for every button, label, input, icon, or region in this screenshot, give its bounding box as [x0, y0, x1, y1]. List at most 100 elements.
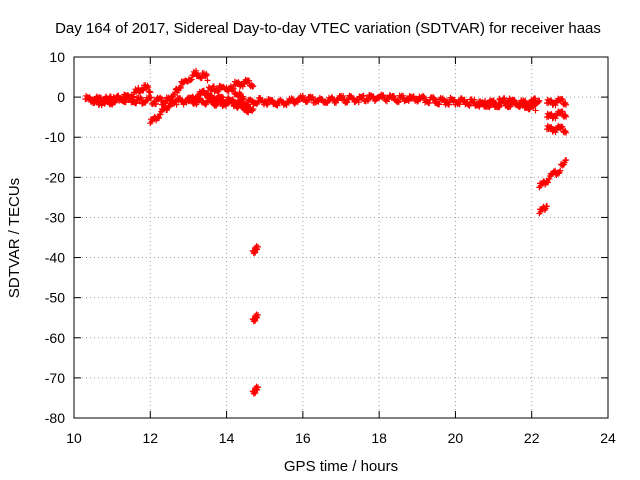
data-point — [563, 129, 570, 136]
data-point — [148, 94, 155, 101]
data-point — [193, 67, 200, 74]
data-point — [360, 92, 367, 99]
series-pre-late-block — [475, 95, 539, 114]
data-point — [105, 96, 112, 103]
data-point — [195, 93, 202, 100]
x-tick-label: 14 — [219, 430, 235, 446]
data-point — [535, 98, 542, 105]
data-point — [426, 99, 433, 106]
series-late-1 — [543, 95, 570, 109]
data-point — [494, 102, 501, 109]
data-point — [309, 94, 316, 101]
data-point — [563, 156, 570, 163]
data-point — [156, 115, 163, 122]
data-point — [299, 92, 306, 99]
data-point — [109, 99, 116, 106]
data-point — [223, 100, 230, 107]
data-point — [97, 94, 104, 101]
data-point — [395, 98, 402, 105]
data-point — [177, 83, 184, 90]
y-tick-label: -20 — [45, 169, 65, 185]
data-point — [563, 101, 570, 108]
data-point — [531, 101, 538, 108]
data-point — [340, 92, 347, 99]
data-point — [133, 99, 140, 106]
series-late-2 — [543, 108, 570, 122]
y-tick-label: -10 — [45, 129, 65, 145]
data-point — [364, 97, 371, 104]
series-late-3 — [543, 122, 570, 136]
data-point — [146, 88, 153, 95]
data-point — [250, 105, 257, 112]
data-point — [147, 94, 154, 101]
data-point — [252, 317, 259, 324]
y-tick-label: 10 — [49, 49, 65, 65]
x-tick-label: 16 — [295, 430, 311, 446]
data-point — [167, 100, 174, 107]
data-point — [543, 203, 550, 210]
x-tick-label: 12 — [142, 430, 158, 446]
data-point — [273, 101, 280, 108]
data-point — [157, 111, 164, 118]
data-point — [536, 97, 543, 104]
series-outlier-1 — [249, 243, 261, 257]
series-arc-a — [90, 82, 154, 109]
series-outlier-2 — [249, 311, 261, 325]
data-point — [204, 77, 211, 84]
data-point — [144, 82, 151, 89]
data-point — [203, 72, 210, 79]
data-point — [430, 94, 437, 101]
data-point — [263, 101, 270, 108]
x-tick-label: 18 — [371, 430, 387, 446]
data-point — [546, 175, 553, 182]
data-points — [82, 67, 570, 397]
x-tick-labels: 10 12 14 16 18 20 22 24 — [66, 430, 616, 446]
data-point — [466, 102, 473, 109]
y-tick-label: 0 — [57, 89, 65, 105]
y-tick-label: -50 — [45, 290, 65, 306]
data-point — [545, 179, 552, 186]
series-late-4 — [536, 156, 570, 191]
data-point — [304, 97, 311, 104]
x-tick-label: 20 — [448, 430, 464, 446]
data-point — [137, 94, 144, 101]
data-point — [188, 76, 195, 83]
data-point — [490, 97, 497, 104]
data-point — [145, 83, 152, 90]
axis-ticks — [73, 56, 609, 419]
data-point — [355, 99, 362, 106]
y-axis-label: SDTVAR / TECUs — [6, 178, 23, 298]
y-tick-label: -70 — [45, 370, 65, 386]
data-point — [200, 87, 207, 94]
data-point — [471, 96, 478, 103]
series-outlier-3 — [249, 383, 261, 397]
data-point — [173, 101, 180, 108]
data-point — [400, 92, 407, 99]
x-tick-label: 10 — [66, 430, 82, 446]
data-point — [252, 389, 259, 396]
data-point — [365, 96, 372, 103]
data-point — [495, 101, 502, 108]
data-point — [304, 99, 311, 106]
data-point — [405, 97, 412, 104]
y-tick-label: -60 — [45, 330, 65, 346]
data-point — [140, 87, 147, 94]
series-arc-e — [231, 76, 257, 90]
series-baseline-band — [82, 91, 543, 111]
data-point — [210, 83, 217, 90]
data-point — [274, 102, 281, 109]
data-point — [240, 95, 247, 102]
y-tick-label: -40 — [45, 250, 65, 266]
data-point — [147, 89, 154, 96]
data-point — [115, 92, 122, 99]
data-point — [138, 95, 145, 102]
data-point — [456, 101, 463, 108]
data-point — [153, 100, 160, 107]
data-point — [250, 83, 257, 90]
chart-title: Day 164 of 2017, Sidereal Day-to-day VTE… — [55, 20, 601, 37]
data-point — [225, 94, 232, 101]
data-point — [559, 123, 566, 130]
series-late-5 — [536, 203, 550, 217]
x-tick-label: 22 — [524, 430, 540, 446]
